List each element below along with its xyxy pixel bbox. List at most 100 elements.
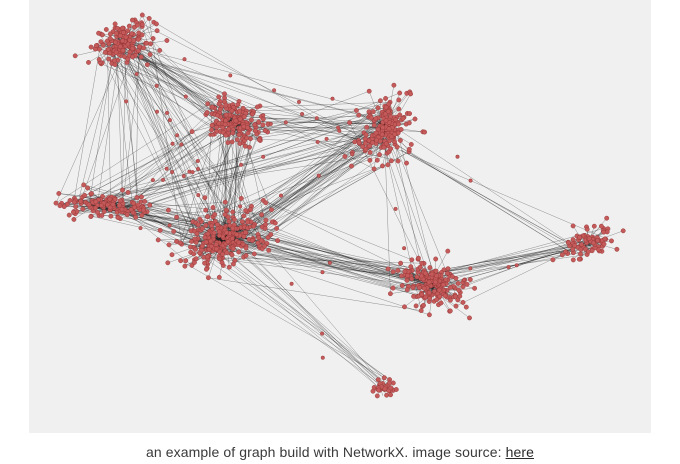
image-source-link[interactable]: here — [505, 444, 534, 460]
graph-node — [395, 268, 401, 273]
graph-node — [240, 241, 246, 247]
graph-node — [385, 162, 391, 168]
graph-node — [120, 38, 126, 44]
graph-node — [144, 40, 150, 46]
graph-node — [192, 236, 198, 242]
graph-node — [191, 251, 197, 257]
graph-node — [171, 228, 177, 234]
graph-node — [203, 222, 209, 228]
graph-node — [367, 157, 373, 163]
graph-node — [239, 219, 245, 225]
graph-node — [272, 88, 277, 93]
graph-node — [455, 297, 461, 303]
graph-node — [82, 192, 88, 198]
graph-node — [154, 83, 159, 88]
graph-node — [620, 228, 626, 234]
graph-node — [73, 204, 79, 210]
graph-edge — [127, 45, 383, 113]
graph-node — [300, 111, 305, 116]
graph-node — [148, 41, 154, 47]
graph-node — [370, 109, 376, 115]
graph-edge — [229, 151, 390, 268]
graph-node — [229, 252, 235, 258]
graph-edge — [129, 55, 399, 125]
graph-node — [297, 99, 302, 104]
graph-edge — [121, 50, 271, 235]
graph-node — [236, 132, 242, 138]
graph-node — [209, 104, 215, 110]
graph-node — [579, 242, 584, 248]
graph-node — [130, 54, 136, 60]
graph-edge — [135, 35, 140, 206]
graph-node — [460, 284, 466, 290]
graph-node — [71, 216, 77, 222]
graph-node — [124, 212, 130, 218]
graph-node — [239, 162, 244, 167]
graph-node — [349, 163, 354, 169]
graph-node — [123, 34, 129, 40]
graph-node — [219, 260, 225, 265]
graph-node — [216, 101, 222, 107]
graph-edge — [88, 46, 115, 205]
graph-node — [225, 140, 231, 146]
graph-node — [136, 44, 142, 50]
graph-edge — [105, 52, 234, 130]
graph-edge — [243, 126, 266, 225]
graph-node — [437, 294, 443, 299]
graph-node — [266, 247, 272, 253]
graph-node — [404, 287, 410, 293]
graph-node — [147, 202, 153, 208]
graph-node — [584, 226, 590, 232]
graph-node — [86, 60, 91, 65]
graph-node — [383, 104, 389, 110]
graph-node — [93, 205, 98, 211]
graph-edge — [262, 111, 389, 228]
graph-edge — [74, 154, 380, 203]
graph-node — [210, 132, 215, 137]
graph-node — [144, 62, 150, 68]
graph-edge — [122, 40, 139, 208]
graph-node — [166, 242, 172, 248]
graph-node — [599, 223, 604, 229]
graph-node — [413, 303, 419, 309]
graph-node — [230, 261, 236, 267]
graph-node — [71, 209, 76, 215]
graph-edge — [110, 38, 375, 170]
graph-edge — [123, 209, 204, 244]
graph-node — [169, 252, 175, 258]
graph-node — [393, 206, 398, 211]
graph-node — [220, 251, 226, 257]
graph-node — [371, 166, 377, 172]
graph-edge — [136, 133, 226, 198]
graph-edge — [261, 240, 428, 294]
graph-node — [220, 125, 226, 131]
graph-node — [238, 204, 243, 209]
graph-node — [374, 137, 379, 143]
graph-node — [385, 109, 391, 114]
graph-edge — [82, 146, 369, 210]
graph-node — [223, 112, 229, 118]
graph-node — [386, 126, 392, 132]
graph-node — [447, 297, 453, 303]
graph-node — [374, 157, 380, 163]
graph-node — [330, 96, 335, 101]
graph-node — [155, 237, 161, 243]
graph-node — [165, 260, 171, 266]
graph-edge — [426, 247, 596, 275]
graph-node — [224, 250, 230, 256]
graph-edge — [194, 247, 425, 271]
graph-node — [135, 22, 140, 28]
graph-edge — [400, 149, 572, 246]
graph-node — [411, 293, 416, 299]
graph-node — [131, 200, 137, 206]
graph-node — [419, 292, 425, 297]
graph-node — [388, 385, 394, 391]
graph-node — [445, 266, 451, 272]
graph-node — [175, 133, 180, 138]
graph-node — [412, 116, 418, 122]
graph-node — [398, 127, 404, 132]
graph-node — [247, 144, 252, 150]
graph-node — [268, 232, 274, 238]
graph-node — [455, 154, 460, 159]
graph-node — [174, 214, 180, 220]
